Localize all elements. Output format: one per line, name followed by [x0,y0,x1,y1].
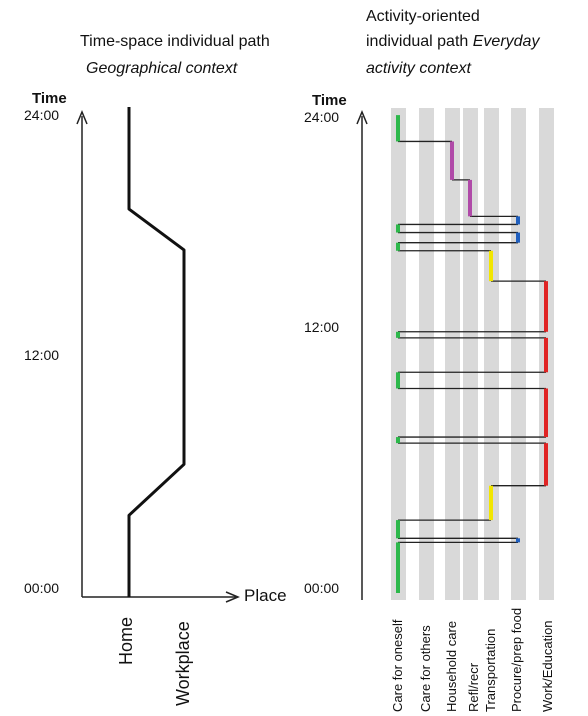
activity-column [463,108,478,600]
activity-column [445,108,460,600]
right-y-arrow [356,110,368,125]
time-space-path [127,107,186,597]
right-axis-title: Time [312,92,347,109]
left-title-line2: Geographical context [86,60,238,77]
place-label-workplace: Workplace [173,621,193,706]
activity-segments [396,115,548,593]
left-tick-top: 24:00 [24,107,60,123]
right-tick-mid: 12:00 [304,319,340,335]
activity-label-work-education: Work/Education [540,620,555,712]
activity-column [484,108,499,600]
right-title-line2: individual path Everyday [366,31,539,53]
activity-columns [391,108,554,600]
left-y-arrow [76,110,88,125]
activity-column [419,108,434,600]
activity-label-refl-recr: Refl/recr [466,662,481,712]
left-x-arrow [225,591,240,603]
activity-label-transport: Transportation [483,628,498,712]
activity-connectors [398,140,546,544]
activity-label-procure-food: Procure/prep food [509,607,524,712]
right-title-line2-normal: individual path [366,33,469,50]
right-title-line3: activity context [366,60,471,77]
right-tick-bottom: 00:00 [304,580,340,596]
activity-label-care-others: Care for others [418,625,433,712]
activity-column [511,108,526,600]
right-title-line2-italic: Everyday [472,33,540,50]
activity-label-care-oneself: Care for oneself [390,619,405,713]
left-tick-mid: 12:00 [24,347,60,363]
right-tick-top: 24:00 [304,109,340,125]
left-axis-title: Time [32,90,67,107]
activity-label-household: Household care [444,620,459,712]
left-x-axis-title: Place [244,586,287,605]
right-title-line1: Activity-oriented [366,8,480,25]
left-tick-bottom: 00:00 [24,580,60,596]
place-label-home: Home [116,616,136,665]
activity-column [391,108,406,600]
left-title-line1: Time-space individual path [80,33,270,50]
